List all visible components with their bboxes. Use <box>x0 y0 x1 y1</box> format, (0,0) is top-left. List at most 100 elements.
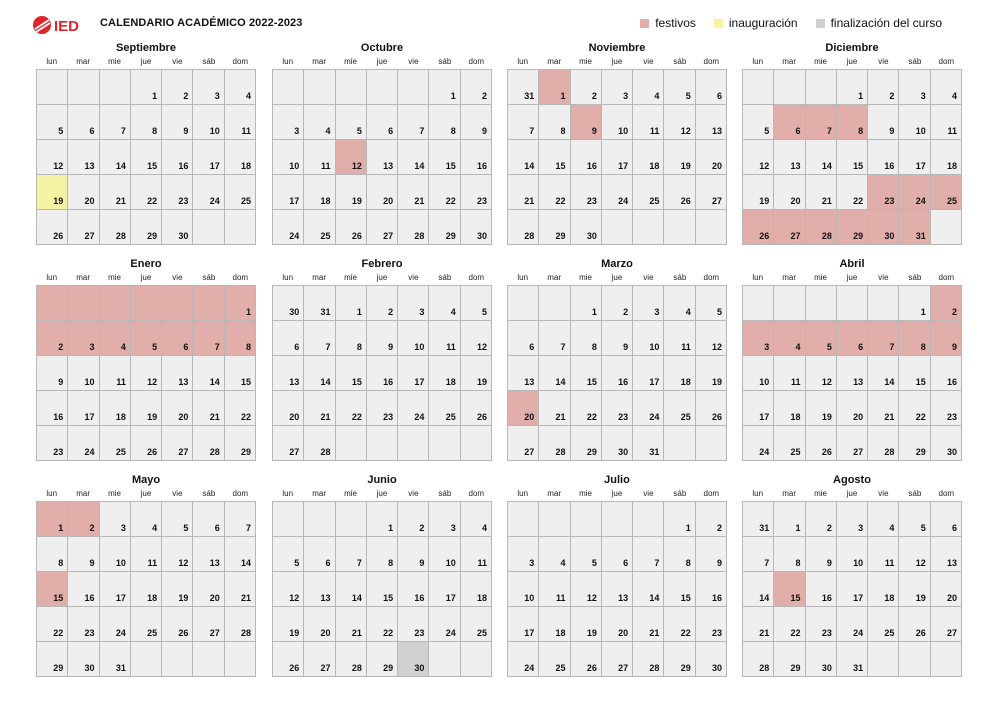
day-number: 22 <box>586 412 597 422</box>
day-number: 25 <box>147 628 158 638</box>
day-cell: 16 <box>68 572 100 607</box>
day-cell: 13 <box>68 140 100 175</box>
day-number: 27 <box>524 447 535 457</box>
day-cell: 23 <box>460 175 492 210</box>
day-number: 11 <box>147 558 158 568</box>
empty-day-cell <box>162 286 194 321</box>
day-number: 11 <box>116 377 126 387</box>
day-cell: 23 <box>162 175 194 210</box>
day-cell: 6 <box>68 105 100 140</box>
header: IED CALENDARIO ACADÉMICO 2022-2023 festi… <box>0 0 1000 44</box>
day-cell: 31 <box>899 210 931 245</box>
month-grid: 1 2 3 4 5 6 7 8 9 10 11 12 13 14 15 16 17 18 19 20 21 22 23 24 2… <box>742 285 962 461</box>
weekday-label: lun <box>517 489 529 498</box>
day-number: 11 <box>321 161 331 171</box>
day-cell: 18 <box>99 391 131 426</box>
weekday-label: vie <box>878 57 889 66</box>
weekday-header: lun mar mie jue vie sáb dom <box>507 272 727 285</box>
day-number: 16 <box>383 377 394 387</box>
weekday-label: dom <box>703 273 720 282</box>
month-diciembre: Diciembre lun mar mie jue vie sáb dom 1 2 3 4 5 6 7 8 9 1… <box>742 40 962 245</box>
weekday-label: vie <box>643 489 654 498</box>
day-number: 6 <box>89 126 95 136</box>
day-cell: 4 <box>304 105 336 140</box>
day-cell: 20 <box>508 391 540 426</box>
weekday-label: mar <box>312 273 327 282</box>
day-number: 23 <box>618 412 629 422</box>
month-title: Diciembre <box>825 42 879 54</box>
day-number: 1 <box>245 307 251 317</box>
day-number: 5 <box>183 523 189 533</box>
day-number: 22 <box>445 196 456 206</box>
day-number: 20 <box>178 412 189 422</box>
day-number: 19 <box>680 161 691 171</box>
day-number: 1 <box>388 523 394 533</box>
day-number: 15 <box>680 593 691 603</box>
day-cell: 30 <box>805 642 837 677</box>
day-number: 6 <box>183 342 189 352</box>
day-cell: 15 <box>335 356 367 391</box>
day-number: 21 <box>759 628 770 638</box>
day-number: 5 <box>152 342 158 352</box>
legend-item-finalizacion: finalización del curso <box>815 16 942 30</box>
day-number: 17 <box>209 161 220 171</box>
day-number: 29 <box>147 231 158 241</box>
day-cell: 12 <box>460 321 492 356</box>
day-number: 8 <box>58 558 64 568</box>
month-title: Septiembre <box>116 42 176 54</box>
weekday-label: dom <box>468 489 485 498</box>
day-number: 3 <box>120 523 126 533</box>
day-number: 5 <box>481 307 487 317</box>
weekday-label: lun <box>46 57 58 66</box>
day-cell: 27 <box>508 426 540 461</box>
day-cell: 19 <box>743 175 775 210</box>
day-cell: 10 <box>899 105 931 140</box>
day-cell: 22 <box>335 391 367 426</box>
day-cell: 30 <box>601 426 634 461</box>
day-cell: 8 <box>224 321 256 356</box>
day-cell: 2 <box>570 70 602 105</box>
day-number: 7 <box>529 126 535 136</box>
day-cell: 15 <box>836 140 869 175</box>
empty-day-cell <box>162 642 194 677</box>
day-cell: 18 <box>930 140 962 175</box>
day-cell: 7 <box>633 537 665 572</box>
day-cell: 23 <box>366 391 399 426</box>
day-cell: 27 <box>930 607 962 642</box>
empty-day-cell <box>99 286 131 321</box>
day-number: 16 <box>618 377 629 387</box>
day-cell: 11 <box>460 537 492 572</box>
day-cell: 28 <box>224 607 256 642</box>
day-cell: 22 <box>664 607 696 642</box>
day-number: 14 <box>649 593 660 603</box>
day-cell: 23 <box>695 607 727 642</box>
day-cell: 1 <box>664 502 696 537</box>
day-cell: 27 <box>193 607 225 642</box>
day-cell: 21 <box>193 391 225 426</box>
day-cell: 14 <box>633 572 665 607</box>
day-number: 2 <box>623 307 629 317</box>
day-number: 16 <box>476 161 487 171</box>
day-number: 8 <box>795 558 801 568</box>
day-cell: 6 <box>193 502 225 537</box>
day-number: 23 <box>711 628 722 638</box>
weekday-label: vie <box>408 57 419 66</box>
empty-day-cell <box>570 502 602 537</box>
day-cell: 11 <box>868 537 900 572</box>
day-cell: 10 <box>273 140 305 175</box>
day-cell: 17 <box>99 572 131 607</box>
day-number: 25 <box>946 196 957 206</box>
weekday-label: mar <box>76 57 91 66</box>
day-cell: 6 <box>836 321 869 356</box>
day-number: 10 <box>759 377 770 387</box>
month-grid: 1 2 3 4 5 6 7 8 9 10 11 12 13 14 15 16 17 18 19 20 21 22 23 24 2… <box>36 285 256 461</box>
day-cell: 15 <box>429 140 461 175</box>
month-title: Agosto <box>833 474 871 486</box>
day-cell: 29 <box>899 426 931 461</box>
day-number: 28 <box>524 231 535 241</box>
day-number: 19 <box>915 593 926 603</box>
day-cell: 9 <box>695 537 727 572</box>
day-number: 6 <box>294 342 300 352</box>
day-cell: 23 <box>601 391 634 426</box>
day-number: 21 <box>351 628 362 638</box>
